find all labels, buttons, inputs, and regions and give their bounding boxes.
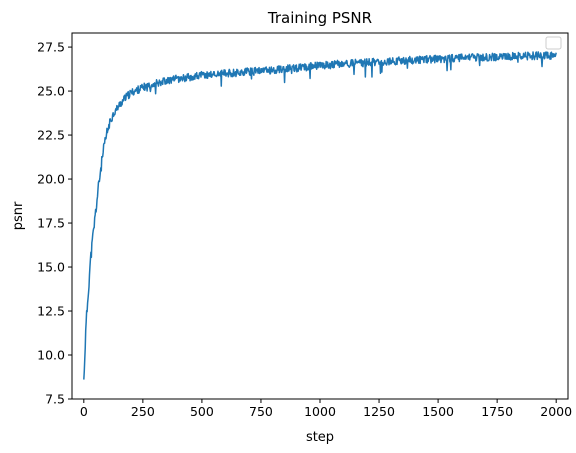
y-tick-label: 25.0 [37, 84, 65, 99]
legend-box [545, 36, 562, 50]
y-axis: 7.5 10.0 12.5 15.0 17.5 20.0 22.5 25.0 27.5 [37, 40, 72, 407]
x-tick-label: 1750 [481, 404, 513, 419]
x-axis: 0 250 500 750 1000 1250 1500 1750 2000 [80, 399, 572, 419]
y-tick-label: 10.0 [37, 348, 65, 363]
x-tick-label: 250 [131, 404, 155, 419]
x-tick-label: 750 [249, 404, 273, 419]
y-tick-label: 17.5 [37, 216, 65, 231]
x-tick-label: 1250 [363, 404, 395, 419]
plot-area [83, 51, 557, 380]
y-tick-label: 22.5 [37, 128, 65, 143]
x-tick-label: 2000 [540, 404, 572, 419]
chart-title: Training PSNR [267, 9, 372, 27]
psnr-line [83, 51, 557, 380]
y-axis-label: psnr [11, 201, 26, 230]
y-tick-label: 12.5 [37, 304, 65, 319]
x-tick-label: 500 [190, 404, 214, 419]
y-tick-label: 27.5 [37, 40, 65, 55]
y-tick-label: 20.0 [37, 172, 65, 187]
y-tick-label: 15.0 [37, 260, 65, 275]
x-tick-label: 1000 [304, 404, 336, 419]
x-axis-label: step [306, 430, 334, 445]
x-tick-label: 1500 [422, 404, 454, 419]
x-tick-label: 0 [80, 404, 88, 419]
y-tick-label: 7.5 [45, 392, 65, 407]
